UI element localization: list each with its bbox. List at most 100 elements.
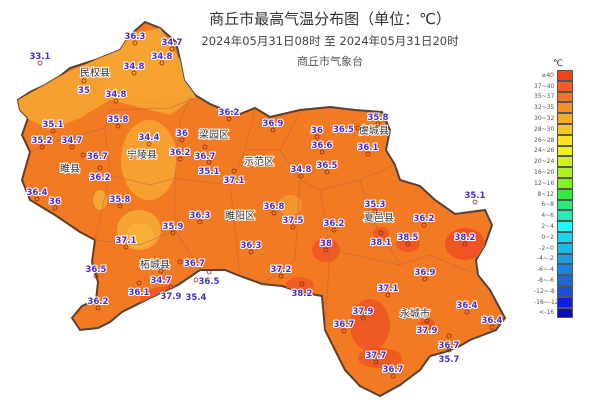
- weather-station: 37.1: [376, 283, 400, 298]
- legend-item: 16~20: [534, 167, 573, 178]
- weather-station: 36.9: [261, 118, 285, 133]
- weather-station: 36.2: [86, 296, 110, 311]
- county-borders: [29, 97, 479, 331]
- station-temperature: 36.2: [413, 214, 434, 224]
- station-temperature: 36.7: [333, 320, 354, 330]
- station-temperature: 38.5: [397, 233, 418, 243]
- county-label: 永城市: [400, 307, 430, 320]
- station-marker: [373, 359, 379, 365]
- legend-item: 30~32: [534, 113, 573, 124]
- legend-swatch: [557, 134, 573, 146]
- station-temperature: 36.5: [333, 125, 354, 135]
- station-marker: [197, 219, 203, 225]
- station-temperature: 34.8: [290, 165, 311, 175]
- station-temperature: 37.7: [365, 351, 386, 361]
- weather-station: 36.3: [123, 31, 147, 46]
- station-temperature: 36.5: [198, 277, 219, 287]
- station-temperature: 36.2: [89, 173, 110, 183]
- weather-station: 36.7: [80, 151, 109, 163]
- weather-station: 37.9: [159, 284, 183, 303]
- station-temperature: 37.9: [160, 292, 181, 302]
- station-temperature: 36.4: [26, 188, 47, 198]
- legend-label: 12~16: [534, 179, 555, 187]
- station-temperature: 36.1: [357, 143, 378, 153]
- station-temperature: 36.9: [414, 268, 435, 278]
- legend-label: 4~6: [541, 212, 554, 220]
- station-marker: [424, 318, 430, 324]
- legend-swatch: [557, 123, 573, 135]
- station-temperature: 38: [320, 239, 332, 249]
- station-marker: [405, 241, 411, 247]
- legend-item: 20~24: [534, 156, 573, 168]
- weather-station: 36.3: [239, 240, 263, 255]
- weather-station: 37.1: [222, 168, 246, 187]
- legend-swatch: [557, 156, 573, 168]
- station-temperature: 35.2: [31, 136, 52, 146]
- station-marker: [472, 199, 478, 205]
- weather-station: 34.8: [289, 164, 313, 179]
- weather-station: 37.1: [114, 235, 138, 250]
- weather-station: 33.1: [28, 51, 52, 66]
- station-temperature: 36.4: [481, 316, 502, 326]
- county-label: 夏邑县: [364, 212, 394, 224]
- legend-label: 26~28: [534, 136, 555, 144]
- station-temperature: 36.2: [169, 148, 190, 158]
- station-temperature: 37.2: [270, 265, 291, 275]
- weather-station: 36.5: [315, 160, 339, 175]
- legend-label: 32~35: [534, 104, 555, 112]
- weather-station: 34.4: [137, 132, 161, 147]
- station-temperature: 36: [176, 129, 188, 139]
- station-marker: [314, 134, 320, 140]
- weather-station: 35.1: [197, 159, 221, 178]
- station-temperature: 34.7: [61, 136, 82, 146]
- station-marker: [462, 241, 468, 247]
- weather-station: 35.7: [437, 347, 461, 366]
- legend-swatch: [557, 307, 573, 319]
- station-temperature: 36.7: [382, 365, 403, 375]
- station-marker: [146, 141, 152, 147]
- station-temperature: 36.3: [240, 241, 261, 251]
- legend-swatch: [557, 80, 573, 92]
- station-temperature: 37.9: [352, 307, 373, 317]
- station-marker: [360, 315, 366, 321]
- weather-station: 36.7: [332, 319, 356, 334]
- legend-item: -4~-2: [534, 253, 573, 265]
- station-marker: [117, 203, 123, 209]
- station-temperature: 35.1: [198, 167, 219, 177]
- station-marker: [113, 98, 119, 104]
- station-temperature: 36.7: [184, 259, 205, 269]
- legend-swatch: [557, 91, 573, 103]
- station-temperature: 35.1: [42, 120, 63, 130]
- station-marker: [206, 159, 212, 165]
- legend-swatch: [557, 296, 573, 308]
- station-marker: [446, 333, 452, 339]
- county-label: 柘城县: [140, 258, 170, 271]
- color-legend: ≥40 37~40 35~37 32~35 30~32 28~30 26~28 24~26 20…: [534, 70, 573, 319]
- weather-station: 34.7: [60, 135, 84, 150]
- weather-station: 38.1: [369, 230, 393, 249]
- legend-swatch: [557, 210, 573, 222]
- weather-station: 36.7: [193, 144, 217, 163]
- legend-label: 20~24: [534, 158, 555, 166]
- legend-swatch: [557, 221, 573, 232]
- weather-station: 35: [77, 78, 91, 97]
- station-marker: [489, 324, 495, 330]
- station-marker: [80, 152, 86, 158]
- station-marker: [422, 276, 428, 282]
- station-marker: [278, 273, 284, 279]
- station-marker: [372, 208, 378, 214]
- legend-item: 12~16: [534, 177, 573, 189]
- station-marker: [331, 227, 337, 233]
- station-temperature: 36.1: [128, 288, 149, 298]
- station-temperature: 34.8: [105, 90, 126, 100]
- station-marker: [298, 173, 304, 179]
- station-temperature: 36: [49, 197, 61, 207]
- weather-station: 36.2: [322, 218, 346, 233]
- legend-item: -8~-6: [534, 275, 573, 286]
- station-temperature: 36.5: [316, 161, 337, 171]
- weather-station: 36.4: [480, 315, 504, 330]
- legend-swatch: [557, 70, 573, 81]
- legend-item: 26~28: [534, 134, 573, 146]
